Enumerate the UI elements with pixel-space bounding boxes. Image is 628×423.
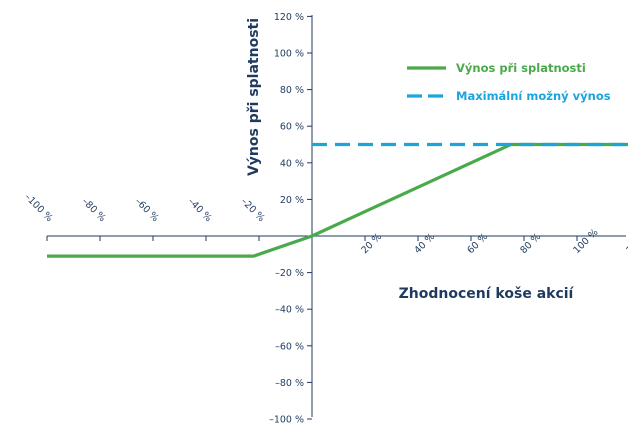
x-tick-label: –100 % xyxy=(22,192,54,224)
x-axis-title: Zhodnocení koše akcií xyxy=(399,286,575,302)
x-tick-label: –80 % xyxy=(79,196,107,224)
y-tick-label: 20 % xyxy=(280,195,304,206)
x-tick-label: 120 % xyxy=(624,227,628,256)
y-tick-label: –20 % xyxy=(275,268,304,279)
axes xyxy=(47,15,626,417)
legend-label: Výnos při splatnosti xyxy=(456,61,586,75)
y-tick-label: –40 % xyxy=(275,305,304,316)
y-axis-title: Výnos při splatnosti xyxy=(246,18,262,176)
y-tick-label: –100 % xyxy=(269,415,304,423)
legend: Výnos při splatnosti Maximální možný výno… xyxy=(407,61,611,103)
x-tick-label: –60 % xyxy=(132,196,160,224)
y-tick-label: 120 % xyxy=(274,12,304,23)
x-tick-label: –20 % xyxy=(238,196,266,224)
x-tick-label: 40 % xyxy=(412,231,437,256)
x-tick-label: 20 % xyxy=(359,231,384,256)
y-tick-label: 60 % xyxy=(280,122,304,133)
y-tick-label: –60 % xyxy=(275,341,304,352)
x-tick-label: 100 % xyxy=(571,227,600,256)
x-tick-label: 80 % xyxy=(518,231,543,256)
y-tick-label: 40 % xyxy=(280,158,304,169)
y-tick-label: –80 % xyxy=(275,378,304,389)
y-tick-label: 80 % xyxy=(280,85,304,96)
x-tick-label: –40 % xyxy=(185,196,213,224)
x-tick-label: 60 % xyxy=(465,231,490,256)
legend-label: Maximální možný výnos xyxy=(456,89,611,103)
y-tick-label: 100 % xyxy=(274,49,304,60)
series-layer xyxy=(47,142,628,258)
